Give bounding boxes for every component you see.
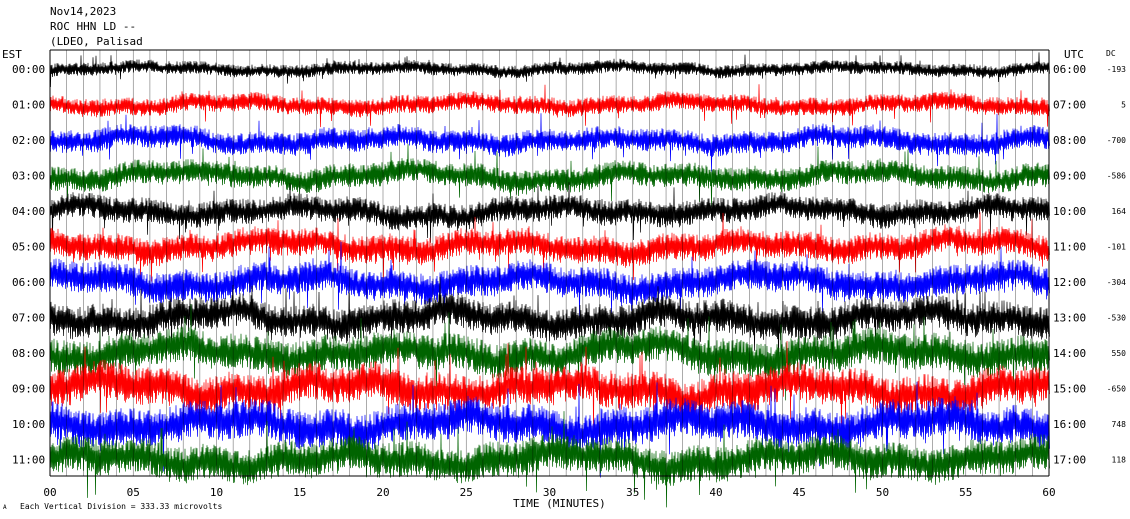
dc-offset-label: 5 <box>1121 101 1126 110</box>
dc-offset-label: -530 <box>1107 314 1126 323</box>
utc-hour-label: 06:00 <box>1053 63 1086 76</box>
dc-offset-label: 748 <box>1112 420 1127 429</box>
x-tick-label: 15 <box>293 486 306 499</box>
dc-offset-label: -304 <box>1107 278 1126 287</box>
axis-labels: 00:00 06:00 -193 01:00 07:00 5 02:00 08:00 -700 0… <box>12 63 1126 499</box>
x-tick-label: 20 <box>376 486 389 499</box>
x-tick-label: 30 <box>543 486 556 499</box>
dc-offset-label: 550 <box>1112 349 1127 358</box>
x-tick-label: 25 <box>460 486 473 499</box>
x-tick-label: 00 <box>43 486 56 499</box>
x-tick-label: 10 <box>210 486 223 499</box>
utc-hour-label: 09:00 <box>1053 170 1086 183</box>
dc-offset-label: -586 <box>1107 172 1126 181</box>
x-tick-label: 50 <box>876 486 889 499</box>
header-date: Nov14,2023 <box>50 5 116 18</box>
header-channel: (LDEO, Palisad <box>50 35 143 48</box>
dc-offset-label: 164 <box>1112 207 1127 216</box>
utc-hour-label: 10:00 <box>1053 205 1086 218</box>
est-hour-label: 10:00 <box>12 418 45 431</box>
header-station: ROC HHN LD -- <box>50 20 136 33</box>
x-tick-label: 45 <box>793 486 806 499</box>
est-hour-label: 05:00 <box>12 241 45 254</box>
est-hour-label: 09:00 <box>12 383 45 396</box>
utc-hour-label: 15:00 <box>1053 383 1086 396</box>
left-axis-title: EST <box>2 48 22 61</box>
utc-hour-label: 08:00 <box>1053 134 1086 147</box>
utc-hour-label: 11:00 <box>1053 241 1086 254</box>
est-hour-label: 02:00 <box>12 134 45 147</box>
est-hour-label: 06:00 <box>12 276 45 289</box>
dc-offset-label: 118 <box>1112 456 1127 465</box>
est-hour-label: 03:00 <box>12 170 45 183</box>
dc-offset-label: -101 <box>1107 243 1126 252</box>
dc-title: DC <box>1106 49 1116 58</box>
est-hour-label: 08:00 <box>12 347 45 360</box>
dc-offset-label: -650 <box>1107 385 1126 394</box>
utc-hour-label: 07:00 <box>1053 99 1086 112</box>
x-tick-label: 55 <box>959 486 972 499</box>
est-hour-label: 00:00 <box>12 63 45 76</box>
utc-hour-label: 12:00 <box>1053 276 1086 289</box>
dc-offset-label: -700 <box>1107 136 1126 145</box>
x-tick-label: 60 <box>1042 486 1055 499</box>
right-axis-title: UTC <box>1064 48 1084 61</box>
utc-hour-label: 13:00 <box>1053 312 1086 325</box>
utc-hour-label: 16:00 <box>1053 418 1086 431</box>
utc-hour-label: 17:00 <box>1053 454 1086 467</box>
x-tick-label: 05 <box>127 486 140 499</box>
est-hour-label: 07:00 <box>12 312 45 325</box>
x-tick-label: 35 <box>626 486 639 499</box>
est-hour-label: 04:00 <box>12 205 45 218</box>
x-tick-label: 40 <box>709 486 722 499</box>
est-hour-label: 11:00 <box>12 454 45 467</box>
dc-offset-label: -193 <box>1107 65 1126 74</box>
est-hour-label: 01:00 <box>12 99 45 112</box>
minute-gridlines <box>66 50 1033 476</box>
utc-hour-label: 14:00 <box>1053 347 1086 360</box>
footer-scale-note: Each Vertical Division = 333.33 microvol… <box>20 502 222 511</box>
station-logo-icon: A <box>3 504 7 511</box>
plot-frame <box>49 49 1050 477</box>
x-axis-label: TIME (MINUTES) <box>513 497 606 510</box>
